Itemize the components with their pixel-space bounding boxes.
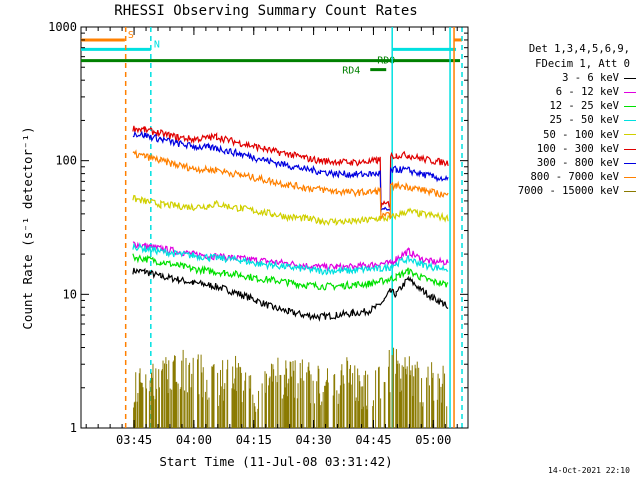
legend-entry-label: 6 - 12 keV [555, 86, 619, 99]
legend-swatch [624, 77, 636, 79]
x-tick-label: 04:30 [296, 433, 332, 447]
legend-swatch [624, 91, 636, 93]
legend-swatch [624, 120, 636, 122]
flag-label: S [128, 30, 134, 41]
legend-header-line-1: Det 1,3,4,5,6,9, [528, 43, 630, 55]
y-tick-label: 1 [70, 421, 77, 435]
legend: Det 1,3,4,5,6,9, FDecim 1, Att 0 3 - 6 k… [480, 42, 636, 199]
legend-entry: 7000 - 15000 keV [480, 185, 636, 199]
y-tick-label: 10 [63, 287, 77, 301]
plot-frame [80, 26, 469, 429]
legend-entry-label: 25 - 50 keV [549, 114, 619, 127]
x-tick-label: 04:00 [176, 433, 212, 447]
series-line [132, 125, 449, 209]
x-tick-label: 03:45 [116, 433, 152, 447]
x-tick-label: 04:15 [236, 433, 272, 447]
series-line [132, 242, 449, 276]
y-tick-label: 1000 [48, 20, 77, 34]
series-line [132, 130, 449, 212]
series-line [132, 194, 449, 226]
legend-entry: 50 - 100 keV [480, 128, 636, 142]
legend-entry: 3 - 6 keV [480, 71, 636, 85]
legend-entry: 25 - 50 keV [480, 114, 636, 128]
legend-entry-label: 50 - 100 keV [543, 128, 619, 141]
legend-entry-label: 7000 - 15000 keV [517, 185, 619, 198]
series-line [132, 149, 449, 220]
timestamp: 14-Oct-2021 22:10 [548, 466, 630, 475]
flag-label: RD4 [342, 66, 360, 77]
legend-entry-label: 100 - 300 keV [536, 142, 619, 155]
x-tick-label: 04:45 [355, 433, 391, 447]
x-axis-label: Start Time (11-Jul-08 03:31:42) [159, 454, 392, 469]
legend-header-line-2: FDecim 1, Att 0 [535, 57, 630, 70]
legend-entry-label: 800 - 7000 keV [530, 171, 619, 184]
legend-entry: 300 - 800 keV [480, 156, 636, 170]
flag-label: RD0 [377, 56, 395, 67]
series-line [132, 267, 449, 322]
x-tick-label: 05:00 [415, 433, 451, 447]
flag-label: N [154, 39, 160, 50]
legend-entry: 6 - 12 keV [480, 85, 636, 99]
legend-swatch [624, 148, 636, 150]
legend-swatch [624, 162, 636, 164]
chart-title: RHESSI Observing Summary Count Rates [114, 3, 417, 19]
y-axis-label: Count Rate (s⁻¹ detector⁻¹) [20, 126, 35, 329]
legend-entry: 100 - 300 keV [480, 142, 636, 156]
series-line [132, 253, 449, 292]
legend-swatch [624, 105, 636, 107]
legend-entry: 800 - 7000 keV [480, 170, 636, 184]
legend-swatch [624, 176, 636, 178]
legend-entry: 12 - 25 keV [480, 99, 636, 113]
legend-swatch [624, 134, 636, 136]
legend-swatch [624, 191, 636, 193]
y-tick-label: 100 [55, 154, 77, 168]
legend-entry-label: 300 - 800 keV [536, 156, 619, 169]
legend-entry-label: 12 - 25 keV [549, 100, 619, 113]
legend-entry-label: 3 - 6 keV [562, 71, 619, 84]
